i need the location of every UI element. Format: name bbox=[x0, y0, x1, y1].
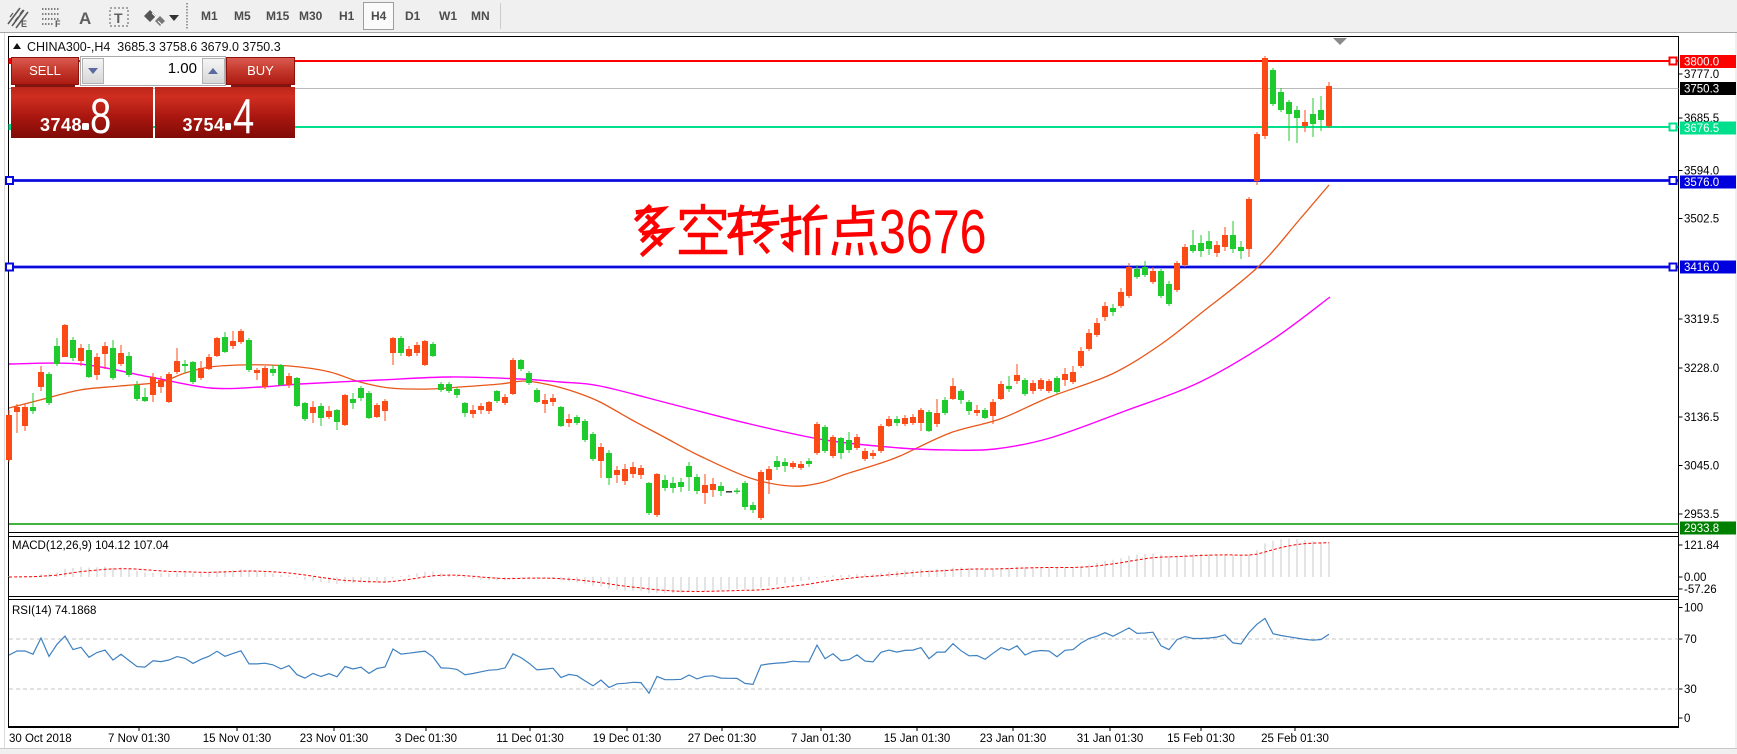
svg-text:70: 70 bbox=[1684, 634, 1697, 646]
svg-text:30 Oct 2018: 30 Oct 2018 bbox=[9, 733, 72, 745]
svg-text:7 Jan 01:30: 7 Jan 01:30 bbox=[791, 733, 851, 745]
svg-text:100: 100 bbox=[1684, 603, 1703, 615]
svg-text:2933.8: 2933.8 bbox=[1684, 523, 1719, 535]
svg-text:A: A bbox=[79, 9, 91, 28]
svg-text:15 Nov 01:30: 15 Nov 01:30 bbox=[203, 733, 271, 745]
svg-text:0: 0 bbox=[1684, 713, 1690, 725]
svg-text:25 Feb 01:30: 25 Feb 01:30 bbox=[1261, 733, 1329, 745]
svg-text:3416.0: 3416.0 bbox=[1684, 262, 1719, 274]
svg-text:27 Dec 01:30: 27 Dec 01:30 bbox=[688, 733, 756, 745]
svg-text:3228.0: 3228.0 bbox=[1684, 363, 1719, 375]
svg-text:19 Dec 01:30: 19 Dec 01:30 bbox=[593, 733, 661, 745]
svg-text:F: F bbox=[55, 19, 61, 29]
svg-text:3750.3: 3750.3 bbox=[1684, 84, 1719, 96]
svg-text:E: E bbox=[21, 19, 27, 29]
svg-text:RSI(14) 74.1868: RSI(14) 74.1868 bbox=[12, 605, 96, 617]
svg-text:11 Dec 01:30: 11 Dec 01:30 bbox=[496, 733, 564, 745]
svg-text:31 Jan 01:30: 31 Jan 01:30 bbox=[1077, 733, 1144, 745]
svg-text:3594.0: 3594.0 bbox=[1684, 166, 1719, 178]
svg-text:3045.0: 3045.0 bbox=[1684, 461, 1719, 473]
svg-text:3136.5: 3136.5 bbox=[1684, 412, 1719, 424]
svg-text:MACD(12,26,9) 104.12 107.04: MACD(12,26,9) 104.12 107.04 bbox=[12, 540, 169, 552]
svg-text:30: 30 bbox=[1684, 684, 1697, 696]
svg-text:7 Nov 01:30: 7 Nov 01:30 bbox=[108, 733, 170, 745]
svg-text:15 Jan 01:30: 15 Jan 01:30 bbox=[884, 733, 951, 745]
svg-text:2953.5: 2953.5 bbox=[1684, 509, 1719, 521]
svg-text:23 Jan 01:30: 23 Jan 01:30 bbox=[980, 733, 1047, 745]
svg-text:0.00: 0.00 bbox=[1684, 572, 1706, 584]
svg-text:3777.0: 3777.0 bbox=[1684, 69, 1719, 81]
svg-text:T: T bbox=[114, 10, 123, 26]
svg-text:3319.5: 3319.5 bbox=[1684, 314, 1719, 326]
svg-text:3676.5: 3676.5 bbox=[1684, 123, 1719, 135]
svg-text:121.84: 121.84 bbox=[1684, 540, 1720, 552]
svg-text:3800.0: 3800.0 bbox=[1684, 57, 1719, 69]
svg-text:15 Feb 01:30: 15 Feb 01:30 bbox=[1167, 733, 1235, 745]
svg-text:3 Dec 01:30: 3 Dec 01:30 bbox=[395, 733, 457, 745]
svg-text:23 Nov 01:30: 23 Nov 01:30 bbox=[300, 733, 368, 745]
svg-text:3676: 3676 bbox=[879, 197, 987, 266]
svg-text:-57.26: -57.26 bbox=[1684, 584, 1717, 596]
svg-text:CHINA300-,H4 3685.3 3758.6 36: CHINA300-,H4 3685.3 3758.6 3679.0 3750.3 bbox=[27, 40, 281, 54]
svg-text:3502.5: 3502.5 bbox=[1684, 214, 1719, 226]
svg-text:3576.0: 3576.0 bbox=[1684, 177, 1719, 189]
